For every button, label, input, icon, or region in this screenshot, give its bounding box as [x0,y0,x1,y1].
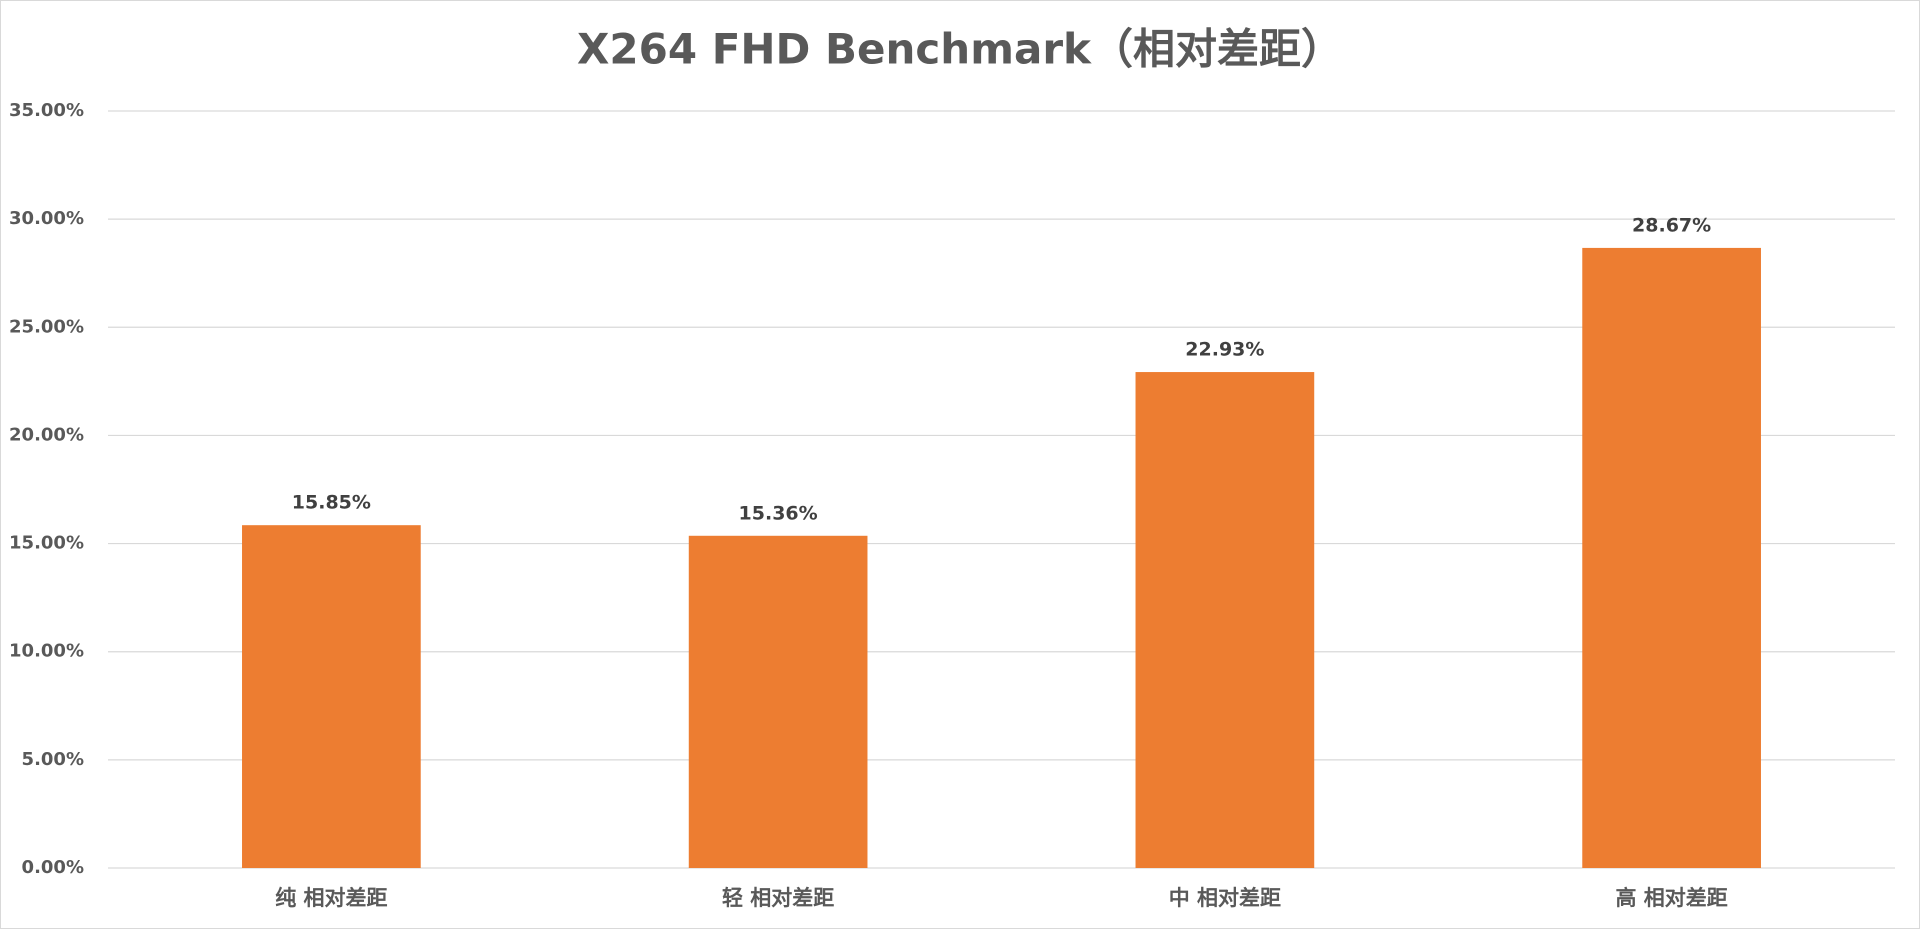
y-tick-label: 20.00% [9,424,84,445]
chart-title: X264 FHD Benchmark（相对差距） [577,25,1343,74]
data-label: 22.93% [1185,339,1264,361]
data-label: 15.36% [739,502,818,524]
y-tick-label: 0.00% [22,857,84,878]
x-tick-label: 高 相对差距 [1615,886,1727,910]
y-tick-label: 30.00% [9,208,84,229]
data-label: 28.67% [1632,214,1711,236]
y-tick-label: 10.00% [9,641,84,662]
data-label: 15.85% [292,492,371,514]
y-tick-label: 5.00% [22,749,84,770]
x-tick-label: 轻 相对差距 [722,886,834,910]
y-tick-label: 15.00% [9,533,84,554]
x-tick-label: 纯 相对差距 [275,886,387,910]
y-tick-label: 35.00% [9,100,84,121]
x-tick-label: 中 相对差距 [1169,886,1281,910]
bar [1582,247,1761,868]
bar [1135,372,1315,868]
bar [242,525,421,868]
y-tick-label: 25.00% [9,316,84,337]
bar [688,535,868,868]
